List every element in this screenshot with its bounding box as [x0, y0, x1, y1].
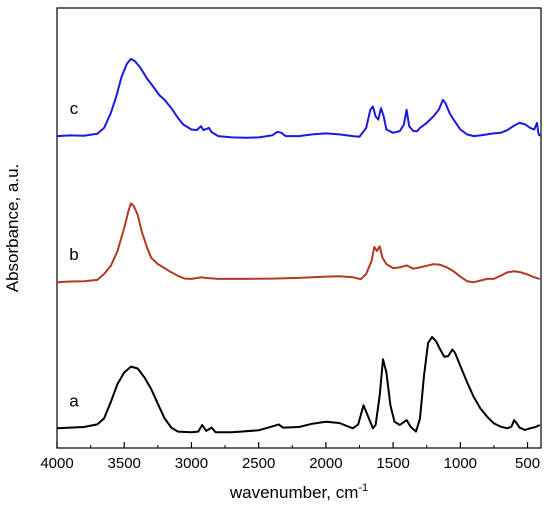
spectrum-line-c: [56, 57, 541, 139]
x-tick-label-3500: 3500: [108, 455, 141, 472]
x-tick-label-1500: 1500: [376, 455, 409, 472]
spectra-lines: [56, 57, 541, 434]
x-tick-label-3000: 3000: [175, 455, 208, 472]
x-tick-label-4000: 4000: [40, 455, 73, 472]
x-tick-label-500: 500: [515, 455, 540, 472]
x-axis-title: wavenumber, cm-1: [229, 482, 368, 502]
y-axis-title: Absorbance, a.u.: [3, 164, 22, 293]
series-labels: a b c: [69, 99, 79, 410]
spectrum-line-a: [56, 336, 541, 434]
x-tick-label-2000: 2000: [309, 455, 342, 472]
x-tick-label-2500: 2500: [242, 455, 275, 472]
x-axis-tick-labels: 4000 3500 3000 2500 2000 1500 1000 500: [40, 455, 540, 472]
x-axis-title-text: wavenumber, cm: [229, 483, 359, 502]
plot-frame: [56, 7, 542, 449]
series-label-a: a: [69, 391, 79, 410]
series-label-c: c: [70, 99, 79, 118]
x-tick-label-1000: 1000: [444, 455, 477, 472]
x-axis-ticks: [56, 442, 529, 448]
spectrum-line-b: [56, 202, 540, 284]
series-label-b: b: [69, 245, 78, 264]
x-axis-title-superscript: -1: [358, 482, 368, 494]
